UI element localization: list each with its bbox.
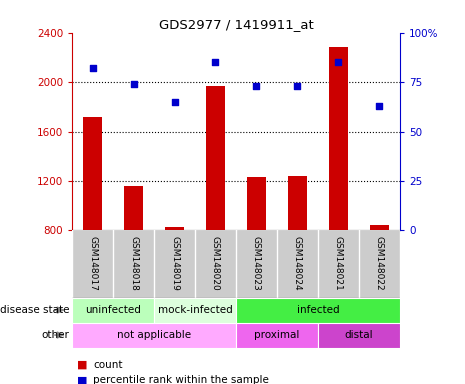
- Bar: [124, 186, 143, 230]
- Text: mock-infected: mock-infected: [158, 305, 232, 315]
- Title: GDS2977 / 1419911_at: GDS2977 / 1419911_at: [159, 18, 313, 31]
- Bar: [195, 230, 236, 298]
- Bar: [318, 323, 400, 348]
- Bar: [154, 230, 195, 298]
- Text: GSM148020: GSM148020: [211, 236, 220, 291]
- Text: GSM148018: GSM148018: [129, 236, 138, 291]
- Bar: [206, 86, 225, 230]
- Bar: [277, 230, 318, 298]
- Point: [212, 59, 219, 65]
- Point: [130, 81, 137, 87]
- Text: infected: infected: [297, 305, 339, 315]
- Bar: [165, 227, 184, 230]
- Bar: [72, 298, 154, 323]
- Point: [253, 83, 260, 89]
- Bar: [236, 298, 400, 323]
- Text: uninfected: uninfected: [85, 305, 141, 315]
- Text: ■: ■: [77, 375, 87, 384]
- Bar: [83, 117, 102, 230]
- Point: [376, 103, 383, 109]
- Text: proximal: proximal: [254, 330, 299, 340]
- Bar: [318, 230, 359, 298]
- Point: [335, 59, 342, 65]
- Point: [294, 83, 301, 89]
- Point: [89, 65, 96, 71]
- Text: disease state: disease state: [0, 305, 70, 315]
- Bar: [72, 230, 113, 298]
- Text: GSM148022: GSM148022: [375, 236, 384, 290]
- Text: other: other: [42, 330, 70, 340]
- Bar: [247, 177, 266, 230]
- Bar: [329, 48, 348, 230]
- Point: [171, 99, 178, 105]
- Text: GSM148017: GSM148017: [88, 236, 97, 291]
- Bar: [236, 323, 318, 348]
- Bar: [370, 225, 389, 230]
- Text: GSM148023: GSM148023: [252, 236, 261, 291]
- Bar: [288, 176, 307, 230]
- Text: distal: distal: [345, 330, 373, 340]
- Text: GSM148024: GSM148024: [293, 236, 302, 290]
- Text: not applicable: not applicable: [117, 330, 191, 340]
- Text: GSM148019: GSM148019: [170, 236, 179, 291]
- Text: GSM148021: GSM148021: [334, 236, 343, 291]
- Bar: [72, 323, 236, 348]
- Bar: [154, 298, 236, 323]
- Text: ■: ■: [77, 360, 87, 370]
- Bar: [113, 230, 154, 298]
- Text: percentile rank within the sample: percentile rank within the sample: [93, 375, 269, 384]
- Bar: [236, 230, 277, 298]
- Bar: [359, 230, 400, 298]
- Text: count: count: [93, 360, 122, 370]
